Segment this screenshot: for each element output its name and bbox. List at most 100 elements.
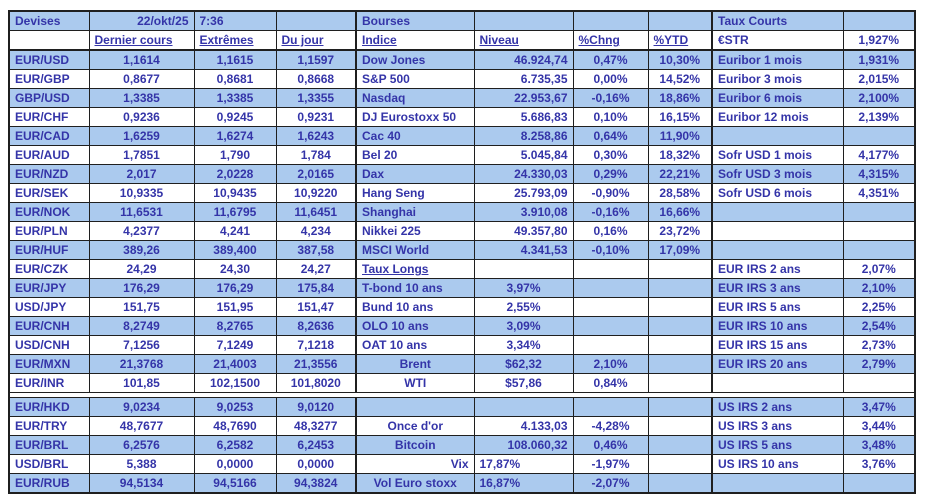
rate-value-cell: [842, 373, 916, 393]
table-row: EUR/NOK 11,6531 11,6795 11,6451 Shanghai 3.91…: [8, 202, 916, 222]
fx-extremes-cell: 1,1615: [193, 49, 277, 70]
fx-pair-cell: EUR/RUB: [8, 473, 90, 494]
table-row: EUR/RUB 94,5134 94,5166 94,3824 Vol Euro sto…: [8, 473, 916, 494]
fx-last-cell: 8,2749: [88, 316, 195, 336]
fx-last-cell: 11,6531: [88, 202, 195, 222]
rate-name-cell: [711, 240, 844, 260]
empty-cell: [842, 10, 916, 31]
index-name-cell: Vol Euro stoxx: [355, 473, 475, 494]
table-row: EUR/TRY 48,7677 48,7690 48,3277 Once d'or 4.1…: [8, 416, 916, 436]
fx-extremes-cell: 176,29: [193, 278, 277, 298]
table-row: EUR/AUD 1,7851 1,790 1,784 Bel 20 5.045,84 0,3…: [8, 145, 916, 165]
fx-extremes-cell: 1,790: [193, 145, 277, 165]
fx-dujour-cell: 2,0165: [275, 164, 357, 184]
rate-name-cell: [711, 126, 844, 146]
niveau-cell: 8.258,86: [473, 126, 574, 146]
fx-extremes-cell: 6,2582: [193, 435, 277, 455]
niveau-cell: 46.924,74: [473, 49, 574, 70]
fx-last-cell: 1,1614: [88, 49, 195, 70]
rate-name-cell: [711, 202, 844, 222]
niveau-cell: $57,86: [473, 373, 574, 393]
fx-extremes-cell: 94,5166: [193, 473, 277, 494]
fx-extremes-cell: 2,0228: [193, 164, 277, 184]
rate-name-cell: EUR IRS 20 ans: [711, 354, 844, 374]
chng-cell: 0,84%: [572, 373, 649, 393]
index-name-cell: [355, 397, 475, 417]
fx-dujour-cell: 48,3277: [275, 416, 357, 436]
fx-dujour-cell: 24,27: [275, 259, 357, 279]
fx-dujour-cell: 7,1218: [275, 335, 357, 355]
rate-value-cell: 3,76%: [842, 454, 916, 474]
rate-name-cell: US IRS 3 ans: [711, 416, 844, 436]
fx-last-cell: 2,017: [88, 164, 195, 184]
rate-name-cell: US IRS 5 ans: [711, 435, 844, 455]
fx-last-cell: 5,388: [88, 454, 195, 474]
fx-dujour-cell: 1,784: [275, 145, 357, 165]
table-row: EUR/CZK 24,29 24,30 24,27 Taux Longs EUR IRS …: [8, 259, 916, 279]
index-name-cell: Dow Jones: [355, 49, 475, 70]
fx-extremes-cell: 0,8681: [193, 69, 277, 89]
rate-value-cell: [842, 240, 916, 260]
rate-name-cell: Euribor 12 mois: [711, 107, 844, 127]
rate-value-cell: 2,25%: [842, 297, 916, 317]
index-name-cell: T-bond 10 ans: [355, 278, 475, 298]
rate-value-cell: 3,44%: [842, 416, 916, 436]
table-row: EUR/CHF 0,9236 0,9245 0,9231 DJ Eurostoxx 50…: [8, 107, 916, 127]
market-table: Devises 22/okt/25 7:36 Bourses Taux Cour…: [8, 10, 916, 494]
empty-cell: [473, 10, 574, 31]
fx-pair-cell: EUR/BRL: [8, 435, 90, 455]
fx-last-cell: 1,3385: [88, 88, 195, 108]
index-name-cell: WTI: [355, 373, 475, 393]
devises-title: Devises: [8, 10, 90, 31]
rate-value-cell: 2,07%: [842, 259, 916, 279]
fx-pair-cell: EUR/CHF: [8, 107, 90, 127]
rate-value-cell: 2,10%: [842, 278, 916, 298]
chng-cell: -4,28%: [572, 416, 649, 436]
fx-pair-cell: EUR/JPY: [8, 278, 90, 298]
dernier-cours-header: Dernier cours: [88, 30, 195, 51]
chng-cell: -0,90%: [572, 183, 649, 203]
table-body: EUR/USD 1,1614 1,1615 1,1597 Dow Jones 46.924…: [8, 49, 916, 494]
table-row: EUR/BRL 6,2576 6,2582 6,2453 Bitcoin 108.060,…: [8, 435, 916, 455]
fx-dujour-cell: 0,9231: [275, 107, 357, 127]
ytd-cell: [647, 316, 713, 336]
fx-dujour-cell: 8,2636: [275, 316, 357, 336]
fx-dujour-cell: 9,0120: [275, 397, 357, 417]
rate-value-cell: 2,73%: [842, 335, 916, 355]
index-name-cell: Shanghai: [355, 202, 475, 222]
fx-last-cell: 0,9236: [88, 107, 195, 127]
chng-cell: 0,16%: [572, 221, 649, 241]
fx-last-cell: 101,85: [88, 373, 195, 393]
fx-dujour-cell: 175,84: [275, 278, 357, 298]
rate-name-cell: EUR IRS 15 ans: [711, 335, 844, 355]
fx-extremes-cell: 7,1249: [193, 335, 277, 355]
fx-pair-cell: EUR/NZD: [8, 164, 90, 184]
ytd-cell: 16,15%: [647, 107, 713, 127]
fx-pair-cell: USD/CNH: [8, 335, 90, 355]
empty-cell: [275, 10, 357, 31]
niveau-header: Niveau: [473, 30, 574, 51]
fx-pair-cell: GBP/USD: [8, 88, 90, 108]
fx-last-cell: 1,6259: [88, 126, 195, 146]
niveau-cell: $62,32: [473, 354, 574, 374]
index-name-cell: OLO 10 ans: [355, 316, 475, 336]
rate-name-cell: Sofr USD 6 mois: [711, 183, 844, 203]
rate-value-cell: 1,931%: [842, 49, 916, 70]
fx-pair-cell: EUR/CZK: [8, 259, 90, 279]
ytd-cell: 18,32%: [647, 145, 713, 165]
rate-value-cell: 4,351%: [842, 183, 916, 203]
fx-last-cell: 24,29: [88, 259, 195, 279]
date-cell: 22/okt/25: [88, 10, 195, 31]
index-name-cell: Taux Longs: [355, 259, 475, 279]
index-name-cell: Bel 20: [355, 145, 475, 165]
chng-header: %Chng: [572, 30, 649, 51]
fx-last-cell: 1,7851: [88, 145, 195, 165]
niveau-cell: [473, 397, 574, 417]
fx-dujour-cell: 6,2453: [275, 435, 357, 455]
chng-cell: [572, 259, 649, 279]
chng-cell: -0,16%: [572, 202, 649, 222]
index-name-cell: Nasdaq: [355, 88, 475, 108]
chng-cell: 0,29%: [572, 164, 649, 184]
fx-extremes-cell: 1,3385: [193, 88, 277, 108]
rate-value-cell: [842, 473, 916, 494]
